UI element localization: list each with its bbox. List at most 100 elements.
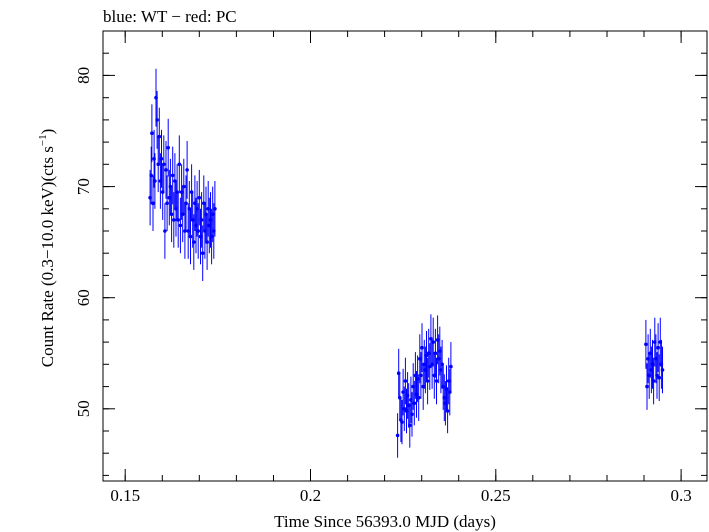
data-point [213, 181, 217, 237]
plot-frame [102, 30, 708, 482]
point-marker [155, 118, 159, 122]
point-marker [448, 390, 452, 394]
point-marker [655, 373, 659, 378]
data-point [402, 386, 407, 431]
point-marker [163, 229, 167, 233]
data-point [448, 368, 452, 416]
data-point [434, 357, 439, 405]
point-marker [157, 134, 162, 139]
point-marker [176, 218, 180, 222]
data-points [148, 68, 665, 458]
point-marker [178, 223, 183, 228]
point-marker [445, 409, 450, 413]
point-marker [403, 379, 408, 383]
data-point [182, 158, 186, 215]
data-point [449, 342, 453, 391]
point-marker [199, 218, 204, 222]
point-marker [184, 201, 188, 205]
x-tick-label: 0.15 [110, 486, 140, 505]
data-point [184, 175, 188, 231]
data-point [166, 118, 170, 177]
data-point [192, 214, 196, 270]
point-marker [424, 353, 429, 358]
point-marker [660, 368, 665, 372]
data-point [425, 357, 430, 405]
data-point [155, 91, 159, 149]
point-marker [657, 375, 661, 380]
data-point [410, 392, 414, 437]
data-point [412, 381, 417, 426]
data-point [151, 175, 155, 231]
data-point [150, 104, 154, 163]
point-marker [150, 131, 154, 135]
y-axis-label-exponent: −1 [37, 134, 49, 146]
point-marker [172, 218, 176, 222]
point-marker [645, 384, 649, 389]
point-marker [400, 420, 404, 424]
data-point [400, 399, 404, 445]
data-point [396, 348, 401, 398]
point-marker [420, 345, 424, 350]
data-point [199, 192, 204, 248]
y-tick-label: 60 [74, 289, 93, 306]
data-point [176, 192, 180, 248]
y-tick-label: 70 [74, 178, 93, 195]
x-tick-label: 0.3 [670, 486, 691, 505]
data-point [445, 388, 450, 434]
point-marker [412, 401, 417, 406]
data-point [431, 317, 436, 367]
data-point [185, 141, 189, 199]
point-marker [177, 162, 182, 167]
x-tick-label: 0.25 [481, 486, 511, 505]
data-point [149, 146, 153, 205]
x-axis-label: Time Since 56393.0 MJD (days) [274, 512, 496, 531]
point-marker [153, 179, 157, 183]
data-point [153, 153, 157, 209]
point-marker [166, 145, 170, 150]
x-tick-label: 0.2 [300, 486, 321, 505]
data-point [196, 203, 200, 259]
data-point [420, 323, 424, 373]
data-point [395, 413, 400, 458]
data-point [164, 141, 168, 199]
data-point [660, 346, 665, 394]
point-marker [205, 240, 209, 244]
data-point [159, 129, 164, 188]
axis-ticks [103, 30, 707, 481]
data-point [170, 146, 175, 205]
point-marker [170, 173, 175, 178]
data-point [408, 403, 412, 448]
data-point [657, 354, 661, 401]
point-marker [165, 201, 169, 205]
point-marker [433, 351, 438, 356]
data-point [172, 192, 176, 248]
point-marker [188, 234, 193, 239]
data-point [428, 343, 432, 390]
data-point [403, 357, 408, 405]
point-marker [651, 379, 656, 383]
data-point [644, 319, 648, 369]
data-point [165, 175, 169, 231]
point-marker [434, 379, 439, 383]
point-marker [213, 207, 217, 211]
data-point [651, 357, 656, 405]
y-tick-label: 50 [74, 400, 93, 417]
data-point [157, 107, 162, 166]
point-marker [164, 168, 168, 172]
data-point [645, 363, 649, 410]
data-point [200, 225, 205, 281]
chart-title: blue: WT − red: PC [103, 7, 237, 26]
data-point [655, 352, 659, 399]
data-point [177, 135, 182, 194]
data-point [188, 208, 193, 265]
data-point [197, 169, 202, 226]
point-marker [402, 407, 407, 411]
data-point [163, 203, 167, 259]
data-point [205, 214, 209, 270]
point-marker [429, 337, 433, 341]
point-marker [200, 251, 205, 255]
point-marker [431, 340, 436, 344]
point-marker [416, 395, 421, 400]
y-axis-label-main: Count Rate (0.3−10.0 keV)(cts s [38, 146, 57, 367]
point-marker [644, 342, 648, 347]
